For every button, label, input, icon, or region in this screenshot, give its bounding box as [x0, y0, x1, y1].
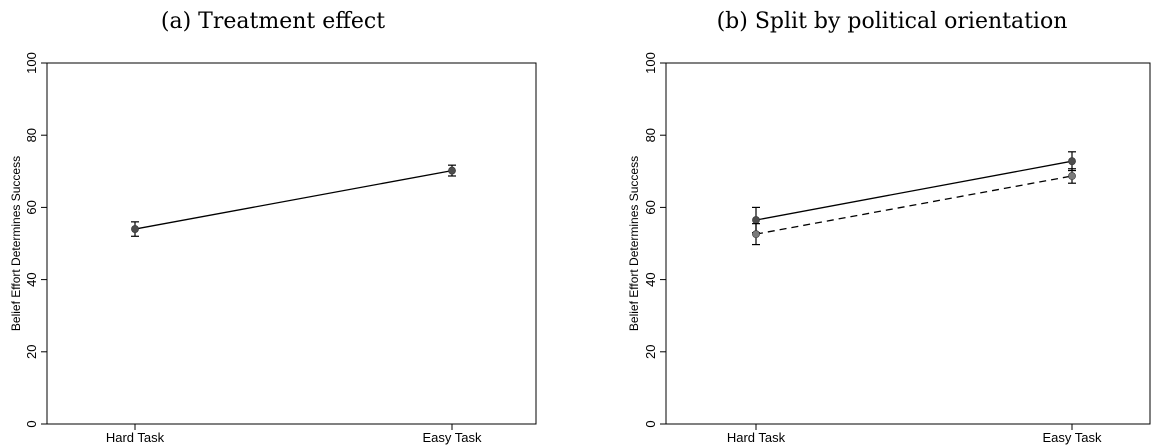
y-tick-label: 100: [24, 52, 39, 74]
data-point: [131, 225, 139, 233]
y-axis-label: Belief Effort Determines Success: [9, 156, 23, 331]
y-tick-label: 80: [24, 128, 39, 142]
y-tick-label: 0: [643, 420, 658, 427]
data-point: [752, 230, 760, 239]
panel-treatment-effect: (a) Treatment effect 0 20 40 60 80 100 Hard Tas…: [9, 9, 537, 445]
series-line: [134, 169, 453, 230]
x-tick-label: Easy Task: [422, 430, 482, 445]
plot-frame: [665, 62, 1151, 425]
data-point: [1068, 172, 1076, 180]
y-tick-label: 100: [643, 52, 658, 74]
y-tick-label: 80: [643, 128, 658, 142]
y-tick-label: 0: [24, 420, 39, 427]
panel-title: (b) Split by political orientation: [717, 9, 1068, 34]
series-line: [755, 175, 1073, 235]
x-tick-label: Easy Task: [1042, 430, 1102, 445]
x-tick-label: Hard Task: [106, 430, 165, 445]
data-point: [448, 166, 456, 175]
data-point: [752, 216, 760, 224]
y-tick-label: 20: [24, 345, 39, 359]
panel-political-orientation: (b) Split by political orientation 0 20 40 6…: [627, 9, 1151, 445]
plot-frame: [46, 62, 537, 425]
y-tick-label: 60: [643, 200, 658, 214]
y-tick-label: 60: [24, 200, 39, 214]
x-tick-label: Hard Task: [727, 430, 786, 445]
y-tick-label: 40: [24, 272, 39, 286]
y-axis-label: Belief Effort Determines Success: [627, 156, 641, 331]
panel-title: (a) Treatment effect: [161, 9, 385, 34]
y-tick-label: 40: [643, 272, 658, 286]
series-line: [755, 160, 1073, 221]
data-point: [1068, 157, 1076, 166]
y-tick-label: 20: [643, 345, 658, 359]
